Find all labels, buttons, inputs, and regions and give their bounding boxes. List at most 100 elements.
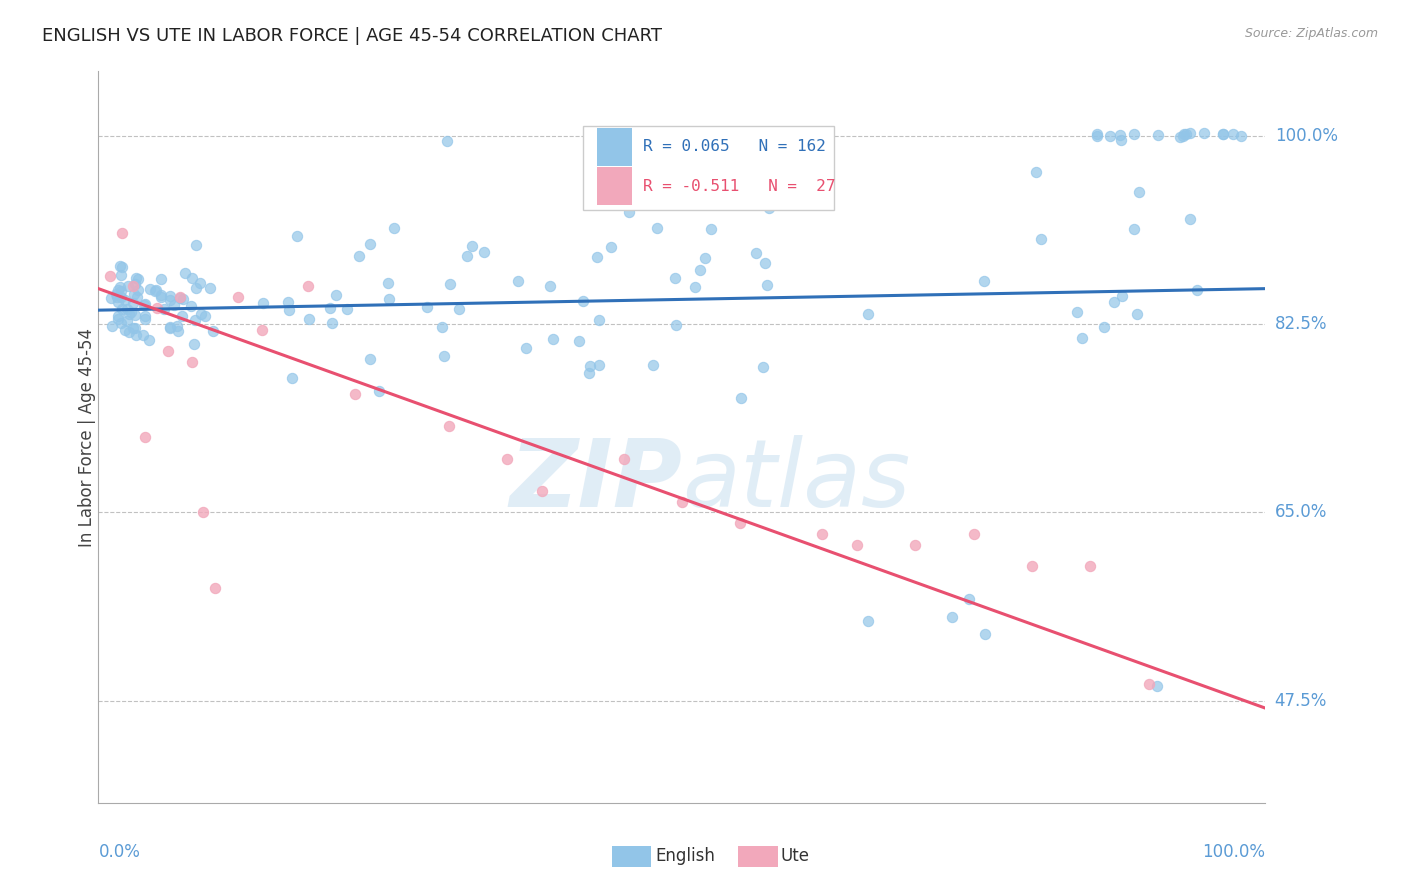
Point xyxy=(172,292,194,306)
Point xyxy=(298,311,321,326)
Point xyxy=(758,201,780,215)
Point xyxy=(159,288,181,302)
Point xyxy=(755,172,778,186)
Point xyxy=(430,319,453,334)
Point xyxy=(664,270,686,285)
Point xyxy=(138,282,160,296)
Point xyxy=(115,302,138,317)
FancyBboxPatch shape xyxy=(582,126,834,211)
Point xyxy=(252,295,274,310)
Point xyxy=(173,266,195,280)
Point xyxy=(1128,185,1150,199)
Point xyxy=(169,291,191,305)
Point xyxy=(538,279,561,293)
Point xyxy=(204,581,226,595)
Text: atlas: atlas xyxy=(682,435,910,526)
Point xyxy=(132,298,155,312)
Point xyxy=(159,293,181,308)
Point xyxy=(98,268,121,283)
Point xyxy=(1212,127,1234,141)
Point xyxy=(957,591,980,606)
Point xyxy=(134,312,156,326)
Point xyxy=(1137,677,1160,691)
Point xyxy=(496,451,519,466)
Point xyxy=(114,293,136,307)
Point xyxy=(145,283,167,297)
Point xyxy=(134,309,156,323)
Point xyxy=(1066,304,1088,318)
Point xyxy=(716,146,738,161)
Point xyxy=(645,221,668,235)
Point xyxy=(117,279,139,293)
Point xyxy=(439,277,461,291)
Point xyxy=(700,222,723,236)
Point xyxy=(344,387,367,401)
Point xyxy=(811,527,834,541)
Point xyxy=(579,359,602,373)
Point xyxy=(107,284,129,298)
Point xyxy=(1085,128,1108,143)
Point xyxy=(730,516,752,530)
Point xyxy=(277,294,299,309)
Point xyxy=(172,309,194,323)
Bar xyxy=(596,167,631,205)
Text: 0.0%: 0.0% xyxy=(98,843,141,861)
Point xyxy=(183,312,205,326)
Point xyxy=(456,249,478,263)
Point xyxy=(107,311,129,326)
Point xyxy=(619,204,641,219)
Point xyxy=(190,307,212,321)
Point xyxy=(437,419,460,434)
Point xyxy=(166,324,188,338)
Point xyxy=(515,341,537,355)
Point xyxy=(201,324,224,338)
Point xyxy=(904,538,927,552)
Point xyxy=(188,277,211,291)
Point xyxy=(132,328,155,343)
Point xyxy=(124,271,146,285)
Point xyxy=(1111,289,1133,303)
Point xyxy=(572,293,595,308)
Point xyxy=(297,279,319,293)
Point xyxy=(115,314,138,328)
Text: 100.0%: 100.0% xyxy=(1202,843,1265,861)
Point xyxy=(166,319,188,334)
Point xyxy=(1102,294,1125,309)
Point xyxy=(105,290,128,304)
Text: ZIP: ZIP xyxy=(509,435,682,527)
Point xyxy=(461,239,484,253)
Text: 100.0%: 100.0% xyxy=(1275,127,1337,145)
Point xyxy=(1108,128,1130,142)
Point xyxy=(586,250,609,264)
Point xyxy=(118,325,141,339)
Point xyxy=(641,358,664,372)
Text: 82.5%: 82.5% xyxy=(1275,315,1327,333)
Point xyxy=(184,281,207,295)
Point xyxy=(198,281,221,295)
Point xyxy=(278,302,301,317)
Point xyxy=(1098,129,1121,144)
Point xyxy=(382,220,405,235)
Point xyxy=(104,287,127,301)
Point xyxy=(149,272,172,286)
Point xyxy=(755,278,778,293)
Point xyxy=(1171,128,1194,143)
Point xyxy=(856,614,879,628)
Point xyxy=(1192,126,1215,140)
Point xyxy=(436,134,458,148)
Point xyxy=(1092,320,1115,334)
Point xyxy=(159,319,181,334)
Point xyxy=(1185,283,1208,297)
Point xyxy=(111,226,134,240)
Point xyxy=(149,290,172,304)
Point xyxy=(685,279,707,293)
Point xyxy=(1175,127,1198,141)
Point xyxy=(744,246,766,260)
Point xyxy=(1146,679,1168,693)
Point xyxy=(336,301,359,316)
Point xyxy=(754,256,776,270)
Point xyxy=(665,318,688,332)
Point xyxy=(107,309,129,323)
Point xyxy=(149,287,172,301)
Point xyxy=(1168,130,1191,145)
